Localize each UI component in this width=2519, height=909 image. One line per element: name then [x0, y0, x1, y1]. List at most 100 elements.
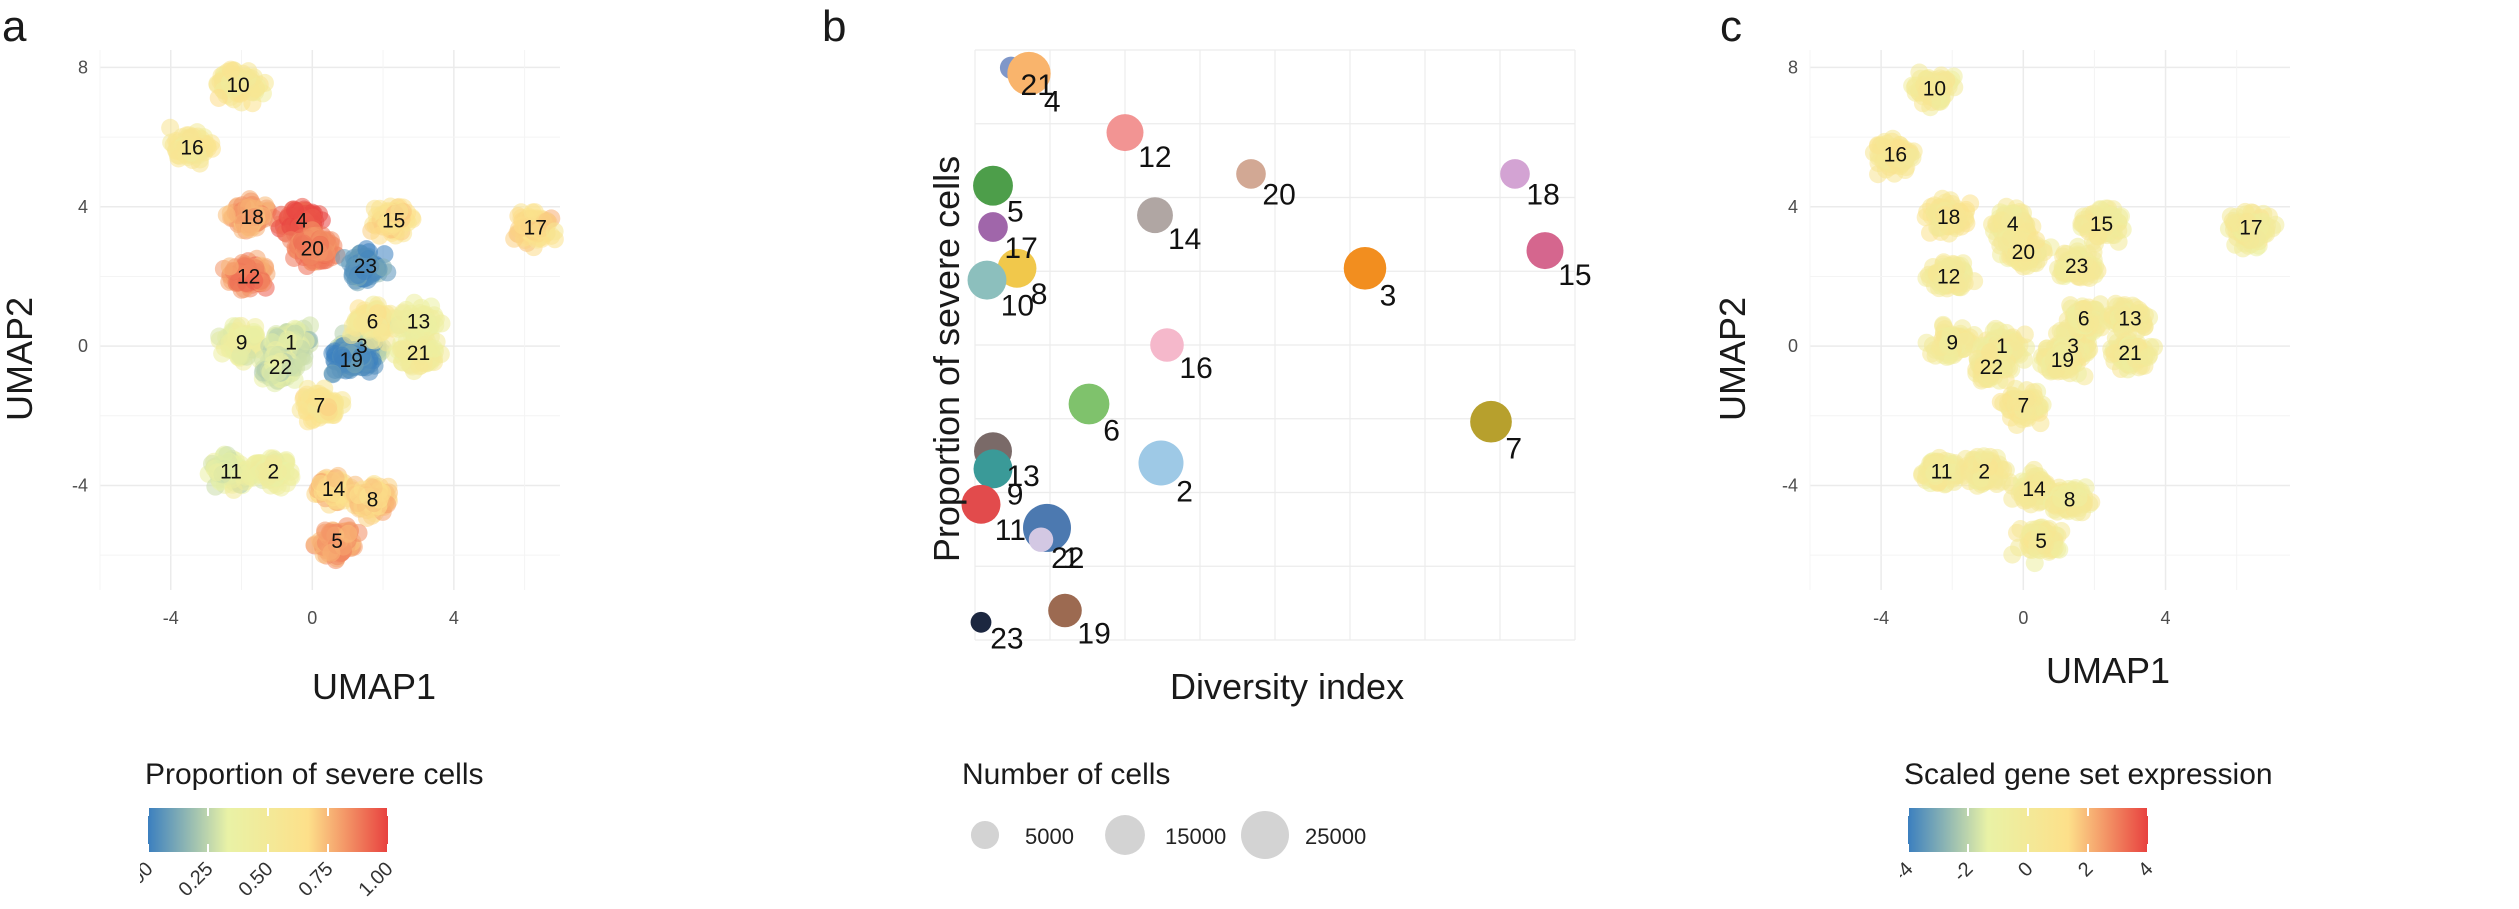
panel-letter-c: c: [1720, 2, 1742, 51]
size-legend-label: 15000: [1165, 824, 1226, 849]
panel-c-ylabel: UMAP2: [1712, 296, 1754, 422]
cluster-label-21: 21: [2118, 342, 2141, 365]
bubble-label-14: 14: [1168, 223, 1201, 256]
panel-letter-a: a: [2, 2, 27, 51]
x-tick-label: 0: [2018, 608, 2028, 628]
bubble-cluster-23: [970, 611, 992, 633]
cluster-label-10: 10: [1923, 77, 1946, 100]
cluster-label-11: 11: [1931, 461, 1953, 484]
x-tick-label: 4: [2161, 608, 2171, 628]
cluster-label-14: 14: [322, 478, 346, 501]
colorbar-tick-label: 0.75: [294, 858, 337, 901]
bubble-cluster-8: [997, 248, 1037, 288]
cell-count-size-legend: 5000 15000 25000: [970, 811, 1366, 859]
cluster-cells-9: [210, 316, 273, 371]
cluster-label-22: 22: [1980, 356, 2003, 379]
cluster-cells-2: [239, 449, 301, 497]
cluster-cells-9: [1917, 315, 1984, 366]
cluster-label-5: 5: [2035, 530, 2047, 553]
bubble-label-6: 6: [1103, 414, 1120, 447]
bubble-cluster-17: [978, 212, 1008, 242]
colorbar-tick-label: 0.50: [234, 858, 277, 901]
y-tick-label: -4: [72, 475, 88, 495]
cluster-cells-20: [1991, 229, 2060, 276]
cluster-cells-21: [386, 325, 450, 381]
cluster-cells-5: [2003, 518, 2071, 573]
cluster-cells-15: [362, 197, 422, 245]
cluster-label-15: 15: [382, 210, 405, 233]
colorbar-tick-label: 4: [2134, 858, 2157, 881]
bubble-label-8: 8: [1031, 278, 1048, 311]
bubble-label-11: 11: [995, 514, 1026, 547]
bubble-label-22: 22: [1051, 542, 1084, 575]
cluster-cells-22: [253, 341, 313, 393]
cluster-label-7: 7: [2017, 394, 2029, 417]
cluster-label-7: 7: [314, 394, 326, 417]
cluster-label-3: 3: [2067, 335, 2079, 358]
cluster-cells-21: [2102, 329, 2164, 379]
panel-c-legend-title: Scaled gene set expression: [1904, 758, 2273, 791]
cluster-label-13: 13: [2118, 307, 2141, 330]
y-tick-label: 4: [1788, 197, 1798, 217]
colorbar-tick-label: 0.25: [174, 858, 217, 901]
bubble-cluster-11: [961, 484, 1001, 524]
cluster-cells-10: [1903, 63, 1964, 117]
colorbar-tick-label: 2: [2074, 858, 2097, 881]
y-tick-label: -4: [1782, 475, 1798, 495]
panel-letter-b: b: [822, 2, 847, 51]
x-tick-label: 4: [449, 608, 459, 628]
bubble-cluster-10: [967, 260, 1007, 300]
colorbar-tick-label: 0.00: [140, 858, 158, 901]
cluster-cells-19: [2032, 336, 2094, 386]
cluster-label-23: 23: [354, 255, 377, 278]
bubble-cluster-6: [1068, 383, 1110, 425]
bubble-label-10: 10: [1001, 290, 1034, 323]
cluster-label-16: 16: [1884, 144, 1907, 167]
bubble-label-9: 9: [1007, 478, 1024, 511]
bubble-label-19: 19: [1077, 617, 1110, 650]
cluster-label-17: 17: [2239, 217, 2262, 240]
x-tick-label: -4: [1873, 608, 1889, 628]
cluster-label-18: 18: [240, 206, 263, 229]
cluster-cells-17: [2219, 202, 2285, 258]
cluster-label-8: 8: [367, 488, 379, 511]
cluster-cells-23: [335, 240, 397, 292]
bubble-label-1: 1: [1063, 542, 1080, 575]
x-tick-label: -4: [163, 608, 179, 628]
bubble-cluster-2: [1138, 440, 1184, 486]
cluster-label-22: 22: [269, 356, 292, 379]
cluster-cells-20: [281, 221, 346, 276]
bubble-cluster-20: [1236, 159, 1266, 189]
cluster-label-4: 4: [296, 210, 308, 233]
x-tick-label: 0: [307, 608, 317, 628]
cluster-cells-6: [342, 295, 402, 352]
cluster-label-6: 6: [367, 311, 379, 334]
bubble-cluster-15: [1526, 232, 1564, 270]
cluster-cells-13: [386, 293, 451, 347]
bubble-label-7: 7: [1505, 433, 1522, 466]
cluster-label-18: 18: [1937, 206, 1960, 229]
cluster-label-9: 9: [1946, 332, 1958, 355]
cluster-label-2: 2: [268, 461, 280, 484]
bubbles: [961, 51, 1564, 633]
cluster-label-21: 21: [407, 342, 430, 365]
cluster-label-16: 16: [180, 137, 203, 160]
size-legend-circle: [970, 820, 1000, 850]
bubble-cluster-7: [1470, 400, 1512, 443]
bubble-label-20: 20: [1262, 179, 1295, 212]
panel-b-ylabel: Proportion of severe cells: [926, 155, 968, 563]
cluster-label-14: 14: [2022, 478, 2046, 501]
bubble-label-18: 18: [1526, 179, 1559, 212]
cluster-cells-7: [291, 379, 352, 431]
cluster-label-9: 9: [236, 332, 248, 355]
y-tick-label: 8: [78, 57, 88, 77]
cluster-label-19: 19: [340, 349, 363, 372]
bubble-cluster-12: [1106, 114, 1144, 152]
cluster-label-13: 13: [407, 311, 430, 334]
colorbar-tick-label: -2: [1949, 858, 1977, 886]
cluster-cells-23: [2049, 237, 2107, 287]
y-tick-label: 0: [1788, 336, 1798, 356]
colorbar-tick-label: 1.00: [354, 858, 397, 901]
cluster-cells-8: [343, 475, 399, 527]
